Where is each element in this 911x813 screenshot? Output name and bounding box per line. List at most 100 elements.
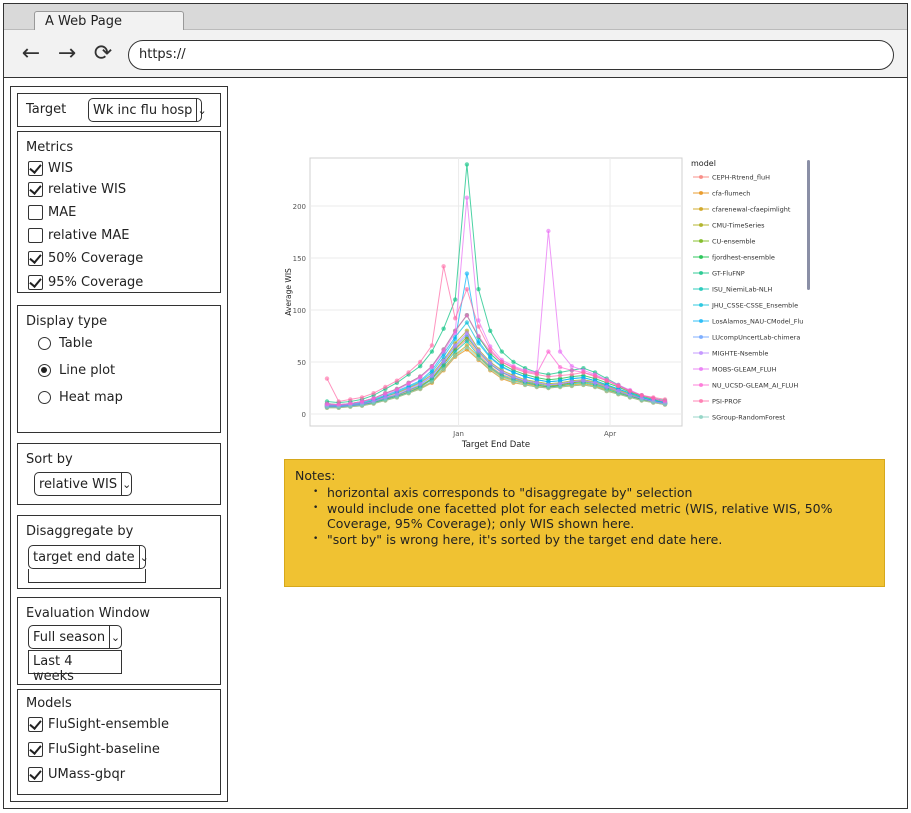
model-checkbox-flusight-baseline[interactable]: FluSight-baseline — [28, 740, 160, 758]
radio-label: Line plot — [59, 362, 116, 378]
legend-swatch-point — [699, 319, 703, 323]
data-point — [616, 383, 621, 389]
data-point — [464, 345, 470, 350]
data-point — [429, 379, 435, 384]
browser-tab[interactable]: A Web Page — [34, 11, 184, 33]
y-tick-label: 0 — [302, 411, 306, 419]
data-point — [429, 343, 435, 348]
data-point — [453, 328, 458, 333]
data-point — [522, 382, 528, 388]
target-select[interactable]: Wk inc flu hosp ⌄ — [88, 98, 207, 122]
x-tick-label: Jan — [452, 430, 464, 438]
metrics-panel: Metrics WIS relative WIS MAE relative MA… — [17, 131, 221, 293]
metric-checkbox-relative-mae[interactable]: relative MAE — [28, 226, 130, 244]
metric-label: relative MAE — [48, 227, 130, 243]
address-bar[interactable]: https:// — [128, 40, 894, 70]
metric-checkbox-mae[interactable]: MAE — [28, 203, 76, 221]
data-point — [639, 393, 644, 398]
data-point — [557, 384, 563, 390]
model-checkbox-flusight-ensemble[interactable]: FluSight-ensemble — [28, 715, 169, 733]
data-point — [534, 384, 539, 390]
data-point — [371, 401, 376, 406]
data-point — [453, 336, 458, 342]
data-point — [557, 378, 563, 383]
model-checkbox-umass-gbqr[interactable]: UMass-gbqr — [28, 765, 125, 783]
forward-arrow-icon[interactable]: → — [57, 41, 77, 66]
evaluation-window-select[interactable]: Full season ⌄ — [28, 625, 122, 649]
data-point — [581, 378, 586, 383]
plot-panel — [309, 157, 683, 427]
data-point — [534, 380, 539, 385]
legend-label: CEPH-Rtrend_fluH — [712, 174, 770, 182]
checkbox-icon — [28, 227, 43, 243]
data-point — [522, 378, 528, 383]
checkbox-icon — [28, 160, 43, 176]
data-point — [418, 359, 423, 365]
data-point — [441, 354, 446, 359]
disaggregate-by-panel: Disaggregate by target end date ⌄ — [17, 515, 221, 589]
data-point — [569, 372, 574, 377]
display-type-title: Display type — [26, 314, 108, 329]
data-point — [569, 368, 574, 373]
data-point — [336, 399, 341, 404]
back-arrow-icon[interactable]: ← — [21, 41, 41, 66]
data-point — [418, 381, 423, 386]
display-radio-table[interactable]: Table — [38, 334, 93, 352]
sort-by-select[interactable]: relative WIS ⌄ — [34, 472, 132, 496]
target-label: Target — [26, 102, 67, 117]
display-radio-line-plot[interactable]: Line plot — [38, 361, 115, 379]
reload-icon[interactable]: ⟳ — [93, 41, 113, 66]
legend-swatch-point — [699, 271, 703, 275]
disaggregate-by-select[interactable]: target end date ⌄ — [28, 545, 149, 569]
legend-scrollbar[interactable] — [807, 160, 810, 290]
data-point — [511, 374, 516, 379]
data-point — [534, 372, 539, 377]
data-point — [476, 287, 481, 292]
legend-label: NU_UCSD-GLEAM_AI_FLUH — [712, 382, 798, 390]
chevron-down-icon: ⌄ — [196, 99, 207, 121]
target-panel: Target Wk inc flu hosp ⌄ — [17, 93, 221, 127]
data-point — [359, 403, 365, 408]
data-point — [336, 402, 341, 407]
data-point — [406, 380, 411, 385]
legend-swatch-point — [699, 399, 703, 403]
data-point — [639, 398, 644, 403]
data-point — [394, 392, 400, 397]
note-item: "sort by" is wrong here, it's sorted by … — [313, 532, 874, 548]
metric-checkbox-95-coverage[interactable]: 95% Coverage — [28, 273, 143, 291]
legend-swatch-point — [699, 287, 703, 291]
data-point — [662, 402, 668, 407]
data-point — [557, 373, 563, 378]
line-chart: 0 50 100 150 200 Jan Apr Target End Date Average… — [280, 150, 820, 455]
data-point — [441, 347, 446, 352]
checkbox-icon — [28, 716, 43, 732]
data-point — [453, 297, 458, 302]
metric-checkbox-50-coverage[interactable]: 50% Coverage — [28, 249, 143, 267]
data-point — [499, 369, 504, 374]
evaluation-window-option[interactable]: Last 4 weeks — [28, 650, 122, 684]
data-point — [546, 374, 551, 379]
metric-checkbox-wis[interactable]: WIS — [28, 159, 73, 177]
data-point — [488, 347, 493, 352]
data-point — [464, 195, 470, 200]
data-point — [383, 398, 388, 403]
display-radio-heat-map[interactable]: Heat map — [38, 388, 123, 406]
radio-icon — [38, 390, 51, 404]
metrics-title: Metrics — [26, 140, 74, 155]
metric-label: WIS — [48, 160, 73, 176]
data-point — [546, 382, 551, 388]
metric-checkbox-relative-wis[interactable]: relative WIS — [28, 180, 126, 198]
data-point — [464, 162, 470, 167]
data-point — [569, 383, 574, 389]
data-point — [406, 391, 411, 396]
note-item: horizontal axis corresponds to "disaggre… — [313, 485, 874, 501]
radio-icon — [38, 363, 51, 377]
data-point — [592, 384, 598, 390]
data-point — [336, 405, 341, 410]
data-point — [383, 384, 388, 390]
data-point — [604, 378, 609, 383]
model-label: FluSight-baseline — [48, 741, 160, 757]
checkbox-icon — [28, 766, 43, 782]
data-point — [488, 367, 493, 372]
data-point — [604, 388, 609, 394]
